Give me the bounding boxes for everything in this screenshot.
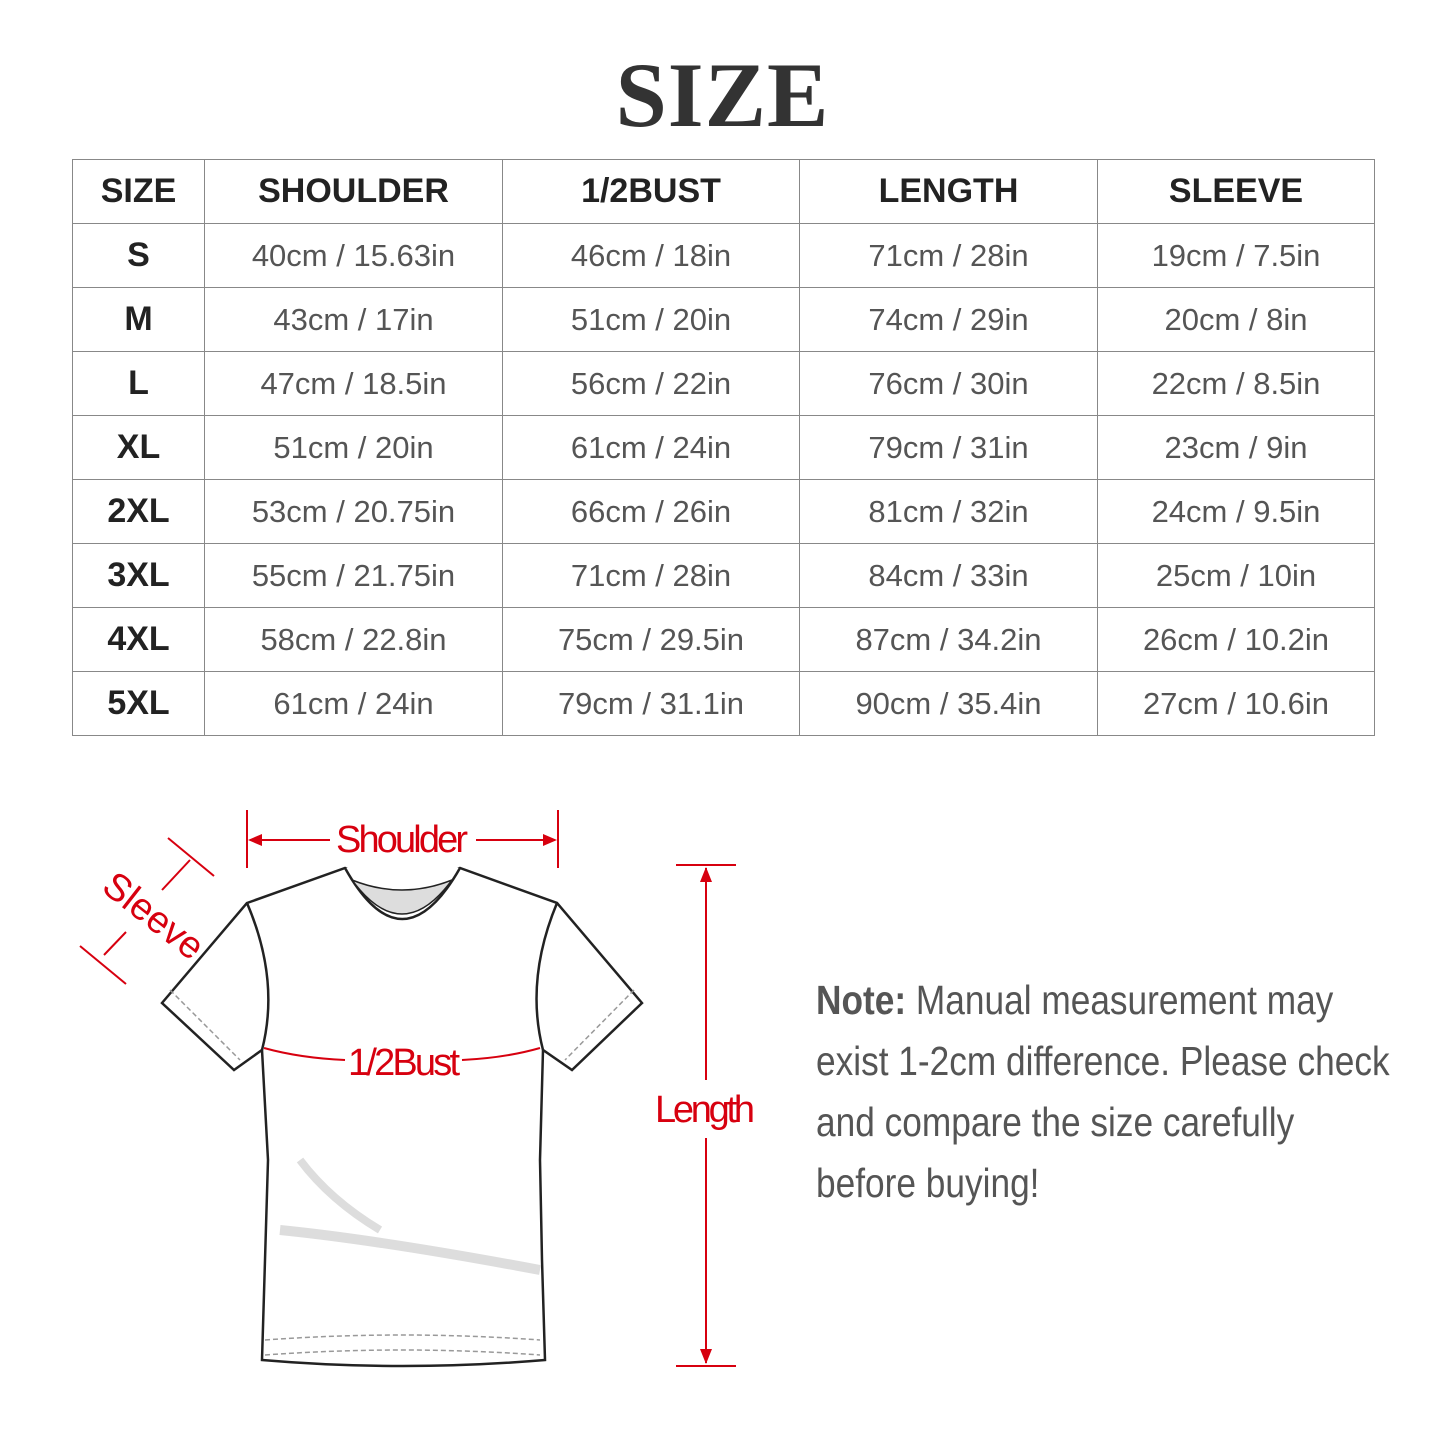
table-row: L 47cm / 18.5in 56cm / 22in 76cm / 30in 22cm… [72,351,1375,416]
bust-cell: 56cm / 22in [502,351,800,416]
header-size: SIZE [72,159,205,224]
size-cell: 4XL [72,607,205,672]
shoulder-label: Shoulder [336,819,468,861]
length-cell: 81cm / 32in [799,479,1098,544]
sleeve-cell: 26cm / 10.2in [1097,607,1375,672]
length-cell: 74cm / 29in [799,287,1098,352]
length-label: Length [655,1089,755,1131]
shoulder-cell: 61cm / 24in [204,671,503,736]
size-cell: M [72,287,205,352]
table-row: 3XL 55cm / 21.75in 71cm / 28in 84cm / 33in 2… [72,543,1375,608]
length-cell: 84cm / 33in [799,543,1098,608]
note-body: Manual measurement may exist 1-2cm diffe… [816,977,1390,1206]
shoulder-cell: 55cm / 21.75in [204,543,503,608]
bust-cell: 79cm / 31.1in [502,671,800,736]
length-cell: 76cm / 30in [799,351,1098,416]
bust-cell: 75cm / 29.5in [502,607,800,672]
sleeve-cell: 19cm / 7.5in [1097,223,1375,288]
tshirt-diagram: Shoulder Sleeve 1/2Bust Length [79,810,755,1368]
sleeve-cell: 23cm / 9in [1097,415,1375,480]
sleeve-cell: 20cm / 8in [1097,287,1375,352]
bust-cell: 61cm / 24in [502,415,800,480]
length-cell: 79cm / 31in [799,415,1098,480]
bust-cell: 51cm / 20in [502,287,800,352]
length-cell: 87cm / 34.2in [799,607,1098,672]
header-sleeve: SLEEVE [1097,159,1375,224]
sleeve-cell: 24cm / 9.5in [1097,479,1375,544]
size-cell: 2XL [72,479,205,544]
shoulder-cell: 58cm / 22.8in [204,607,503,672]
sleeve-cell: 27cm / 10.6in [1097,671,1375,736]
sleeve-cell: 25cm / 10in [1097,543,1375,608]
bust-cell: 66cm / 26in [502,479,800,544]
tshirt-icon [160,866,644,1368]
header-bust: 1/2BUST [502,159,800,224]
page-title: SIZE [615,44,830,146]
size-cell: 5XL [72,671,205,736]
table-row: S 40cm / 15.63in 46cm / 18in 71cm / 28in 19c… [72,223,1375,288]
shoulder-cell: 47cm / 18.5in [204,351,503,416]
size-cell: L [72,351,205,416]
table-row: XL 51cm / 20in 61cm / 24in 79cm / 31in 23cm … [72,415,1375,480]
shoulder-cell: 40cm / 15.63in [204,223,503,288]
size-cell: S [72,223,205,288]
bust-label: 1/2Bust [348,1042,460,1084]
note-prefix: Note: [816,977,907,1023]
table-row: M 43cm / 17in 51cm / 20in 74cm / 29in 20cm /… [72,287,1375,352]
table-row: 5XL 61cm / 24in 79cm / 31.1in 90cm / 35.4in… [72,671,1375,736]
size-cell: 3XL [72,543,205,608]
sleeve-label: Sleeve [94,864,211,969]
length-cell: 71cm / 28in [799,223,1098,288]
table-header-row: SIZE SHOULDER 1/2BUST LENGTH SLEEVE [72,159,1375,224]
shoulder-cell: 43cm / 17in [204,287,503,352]
bust-cell: 71cm / 28in [502,543,800,608]
header-length: LENGTH [799,159,1098,224]
sleeve-cell: 22cm / 8.5in [1097,351,1375,416]
table-row: 4XL 58cm / 22.8in 75cm / 29.5in 87cm / 34.2… [72,607,1375,672]
bust-cell: 46cm / 18in [502,223,800,288]
size-cell: XL [72,415,205,480]
length-cell: 90cm / 35.4in [799,671,1098,736]
size-table: SIZE SHOULDER 1/2BUST LENGTH SLEEVE S 40c… [72,159,1375,736]
shoulder-cell: 51cm / 20in [204,415,503,480]
header-shoulder: SHOULDER [204,159,503,224]
table-row: 2XL 53cm / 20.75in 66cm / 26in 81cm / 32in 2… [72,479,1375,544]
note-text: Note: Manual measurement may exist 1-2cm… [816,970,1401,1214]
shoulder-cell: 53cm / 20.75in [204,479,503,544]
